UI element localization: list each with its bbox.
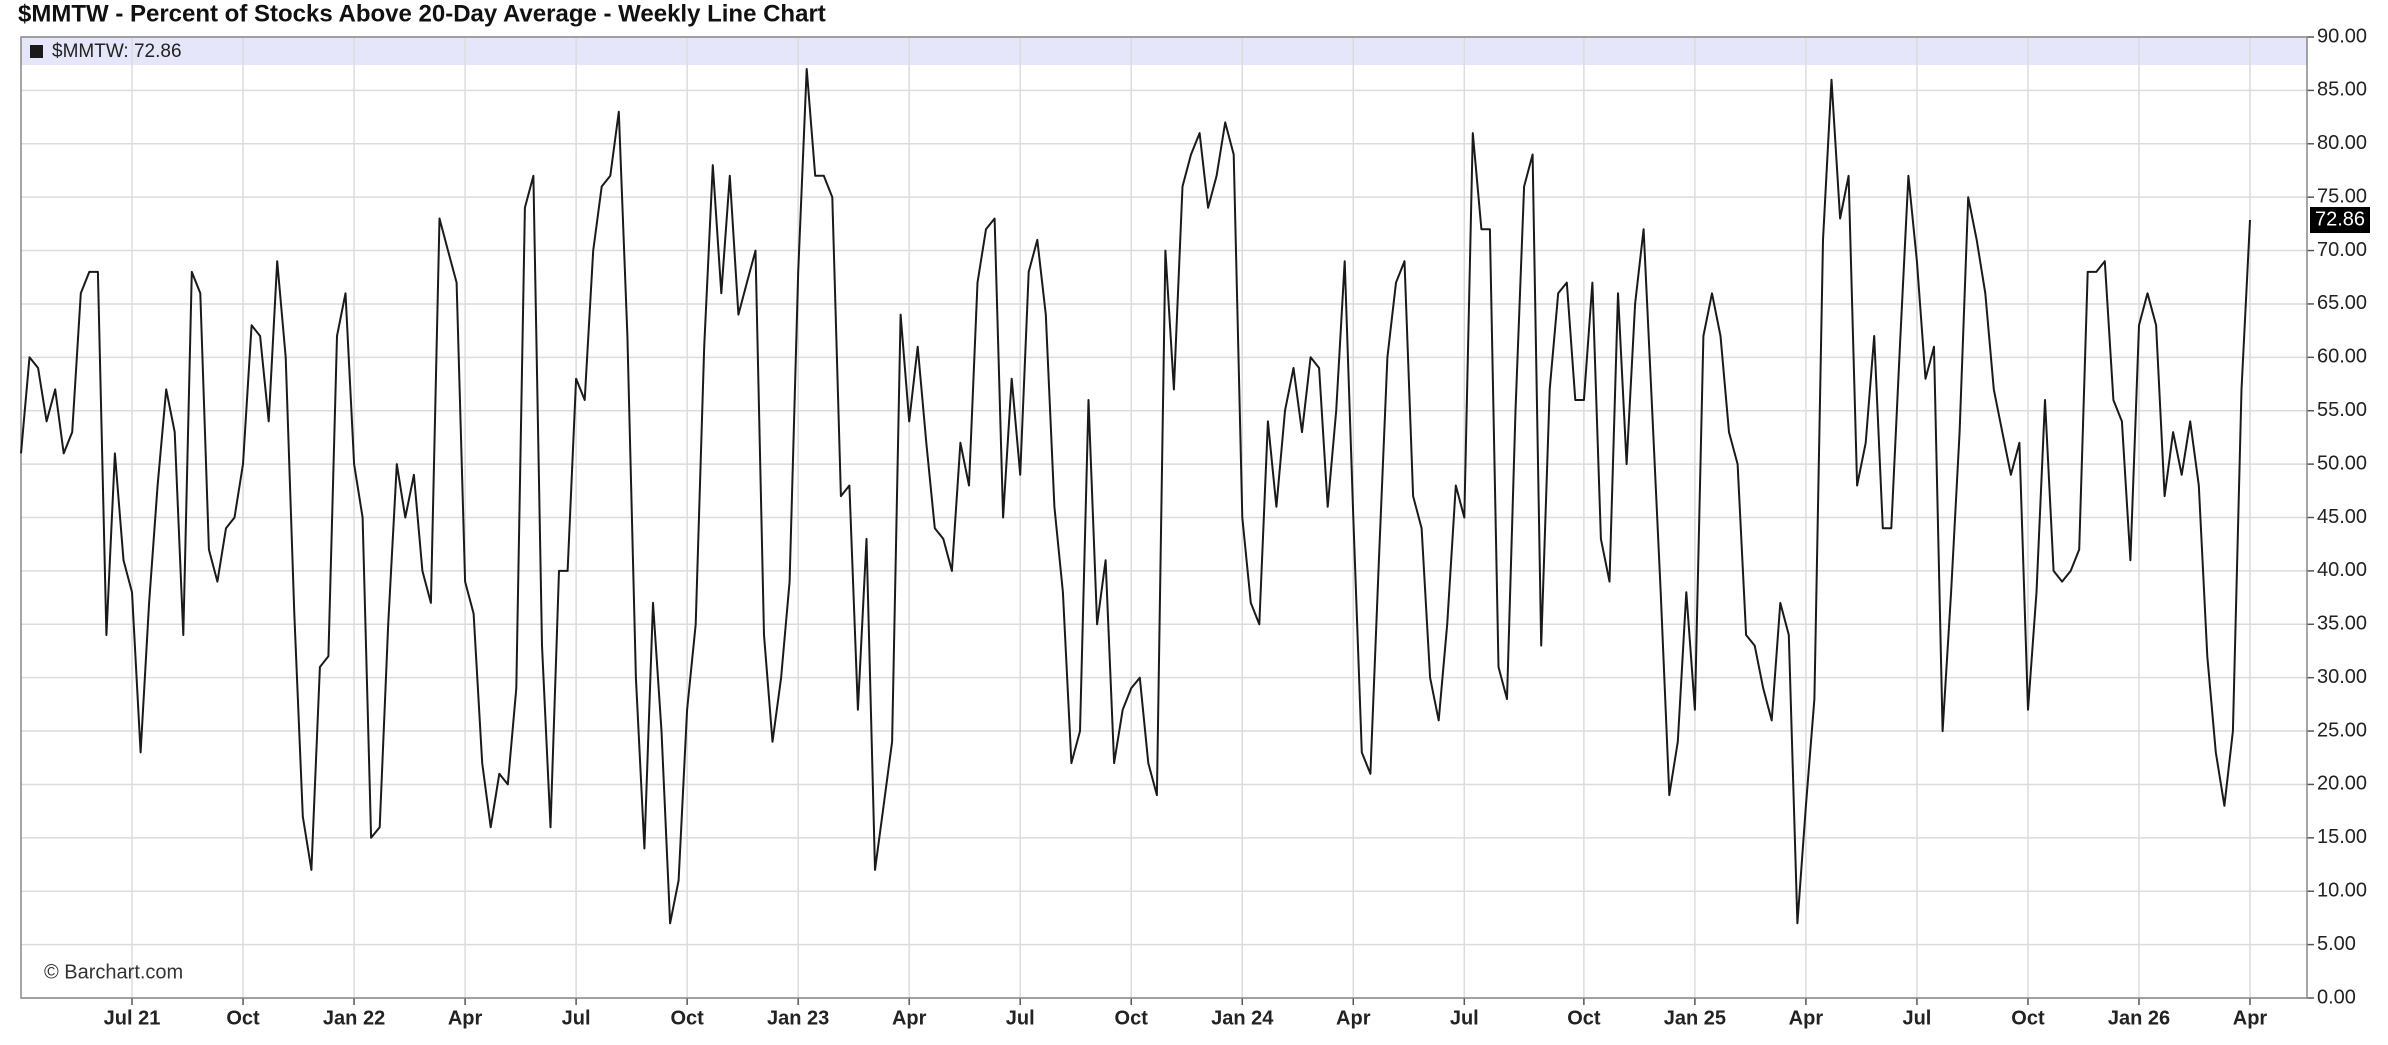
x-tick-label: Jul [1902,1007,1931,1029]
y-tick-label: 60.00 [2317,346,2367,368]
x-tick-label: Jul [562,1007,591,1029]
x-tick-label: Apr [448,1007,483,1029]
chart-title: $MMTW - Percent of Stocks Above 20-Day A… [18,0,826,27]
y-tick-label: 25.00 [2317,719,2367,741]
x-tick-label: Oct [2011,1007,2045,1029]
y-tick-label: 65.00 [2317,292,2367,314]
y-tick-label: 85.00 [2317,79,2367,101]
x-tick-label: Apr [1789,1007,1824,1029]
x-tick-label: Apr [892,1007,927,1029]
x-tick-label: Jan 25 [1664,1007,1726,1029]
y-tick-label: 5.00 [2317,933,2356,955]
y-tick-label: 15.00 [2317,826,2367,848]
y-tick-label: 90.00 [2317,25,2367,47]
y-tick-label: 35.00 [2317,613,2367,635]
y-tick-label: 40.00 [2317,559,2367,581]
x-tick-label: Apr [1336,1007,1371,1029]
last-value-box [2310,207,2370,234]
y-tick-label: 75.00 [2317,185,2367,207]
x-tick-label: Oct [226,1007,260,1029]
x-tick-label: Jul [1450,1007,1479,1029]
y-tick-label: 50.00 [2317,452,2367,474]
y-tick-label: 70.00 [2317,239,2367,261]
legend-swatch [30,45,43,58]
x-tick-label: Jan 24 [1211,1007,1274,1029]
legend-name: $MMTW [52,41,124,62]
y-tick-label: 10.00 [2317,880,2367,902]
legend-band [21,37,2307,65]
x-tick-label: Jan 23 [767,1007,829,1029]
x-tick-label: Jul 21 [104,1007,161,1029]
y-tick-label: 30.00 [2317,666,2367,688]
x-tick-label: Oct [1115,1007,1149,1029]
y-tick-label: 55.00 [2317,399,2367,421]
x-tick-label: Apr [2233,1007,2268,1029]
watermark: © Barchart.com [44,961,183,983]
legend-value: 72.86 [134,41,182,62]
y-tick-label: 0.00 [2317,986,2356,1008]
x-tick-label: Jan 22 [323,1007,385,1029]
series-line [20,68,2251,925]
x-tick-label: Oct [1567,1007,1601,1029]
y-tick-label: 45.00 [2317,506,2367,528]
y-tick-label: 80.00 [2317,132,2367,154]
last-value-label: 72.86 [2315,208,2365,230]
plot-border [20,36,2308,999]
legend-label: $MMTW: 72.86 [52,41,182,62]
y-tick-label: 20.00 [2317,773,2367,795]
x-tick-label: Jan 26 [2108,1007,2170,1029]
x-tick-label: Jul [1006,1007,1035,1029]
x-tick-label: Oct [670,1007,704,1029]
